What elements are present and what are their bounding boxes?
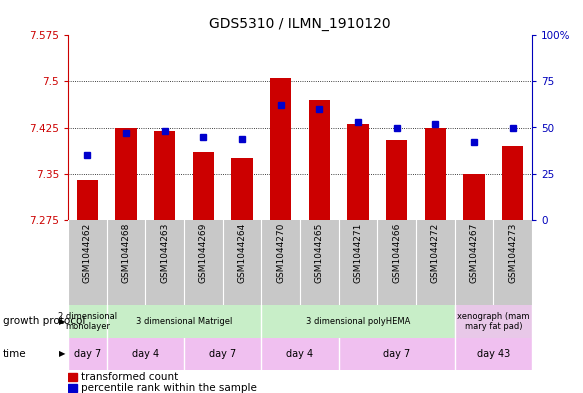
Bar <box>424 127 446 220</box>
Bar <box>154 130 175 220</box>
Text: transformed count: transformed count <box>81 373 178 382</box>
Text: 3 dimensional Matrigel: 3 dimensional Matrigel <box>136 317 232 326</box>
Text: GSM1044263: GSM1044263 <box>160 222 169 283</box>
Bar <box>347 125 368 220</box>
Bar <box>270 78 292 220</box>
Bar <box>115 127 136 220</box>
Text: GSM1044266: GSM1044266 <box>392 222 401 283</box>
Text: GSM1044267: GSM1044267 <box>469 222 479 283</box>
Text: GSM1044271: GSM1044271 <box>353 222 363 283</box>
Text: GSM1044262: GSM1044262 <box>83 222 92 283</box>
Bar <box>455 220 493 305</box>
Text: GSM1044272: GSM1044272 <box>431 222 440 283</box>
Bar <box>145 220 184 305</box>
Bar <box>193 152 214 220</box>
Text: xenograph (mam
mary fat pad): xenograph (mam mary fat pad) <box>457 312 529 331</box>
Bar <box>231 158 252 220</box>
Bar <box>300 220 339 305</box>
Bar <box>493 220 532 305</box>
Bar <box>68 338 107 370</box>
Bar <box>261 305 455 338</box>
Bar <box>68 373 78 382</box>
Text: day 7: day 7 <box>383 349 410 359</box>
Text: percentile rank within the sample: percentile rank within the sample <box>81 383 257 393</box>
Bar <box>68 305 107 338</box>
Bar <box>502 146 524 220</box>
Text: 3 dimensional polyHEMA: 3 dimensional polyHEMA <box>306 317 410 326</box>
Bar <box>339 220 377 305</box>
Text: day 43: day 43 <box>477 349 510 359</box>
Text: GSM1044268: GSM1044268 <box>121 222 131 283</box>
Title: GDS5310 / ILMN_1910120: GDS5310 / ILMN_1910120 <box>209 17 391 31</box>
Text: ▶: ▶ <box>59 317 66 326</box>
Bar <box>455 338 532 370</box>
Bar <box>463 174 484 220</box>
Bar <box>455 305 532 338</box>
Bar <box>68 384 78 392</box>
Text: time: time <box>3 349 27 359</box>
Bar <box>309 100 330 220</box>
Text: GSM1044270: GSM1044270 <box>276 222 285 283</box>
Bar <box>261 220 300 305</box>
Bar <box>107 305 261 338</box>
Text: day 7: day 7 <box>73 349 101 359</box>
Bar <box>223 220 261 305</box>
Bar <box>77 180 98 220</box>
Text: GSM1044265: GSM1044265 <box>315 222 324 283</box>
Text: 2 dimensional
monolayer: 2 dimensional monolayer <box>58 312 117 331</box>
Bar <box>107 338 184 370</box>
Text: day 4: day 4 <box>286 349 314 359</box>
Bar <box>68 220 107 305</box>
Text: day 4: day 4 <box>132 349 159 359</box>
Bar <box>377 220 416 305</box>
Text: GSM1044273: GSM1044273 <box>508 222 517 283</box>
Bar <box>261 338 339 370</box>
Text: ▶: ▶ <box>59 349 66 358</box>
Bar <box>107 220 145 305</box>
Text: day 7: day 7 <box>209 349 236 359</box>
Bar <box>184 338 261 370</box>
Bar <box>184 220 223 305</box>
Bar <box>339 338 455 370</box>
Text: GSM1044264: GSM1044264 <box>237 222 247 283</box>
Text: GSM1044269: GSM1044269 <box>199 222 208 283</box>
Bar <box>416 220 455 305</box>
Text: growth protocol: growth protocol <box>3 316 85 327</box>
Bar <box>386 140 408 220</box>
